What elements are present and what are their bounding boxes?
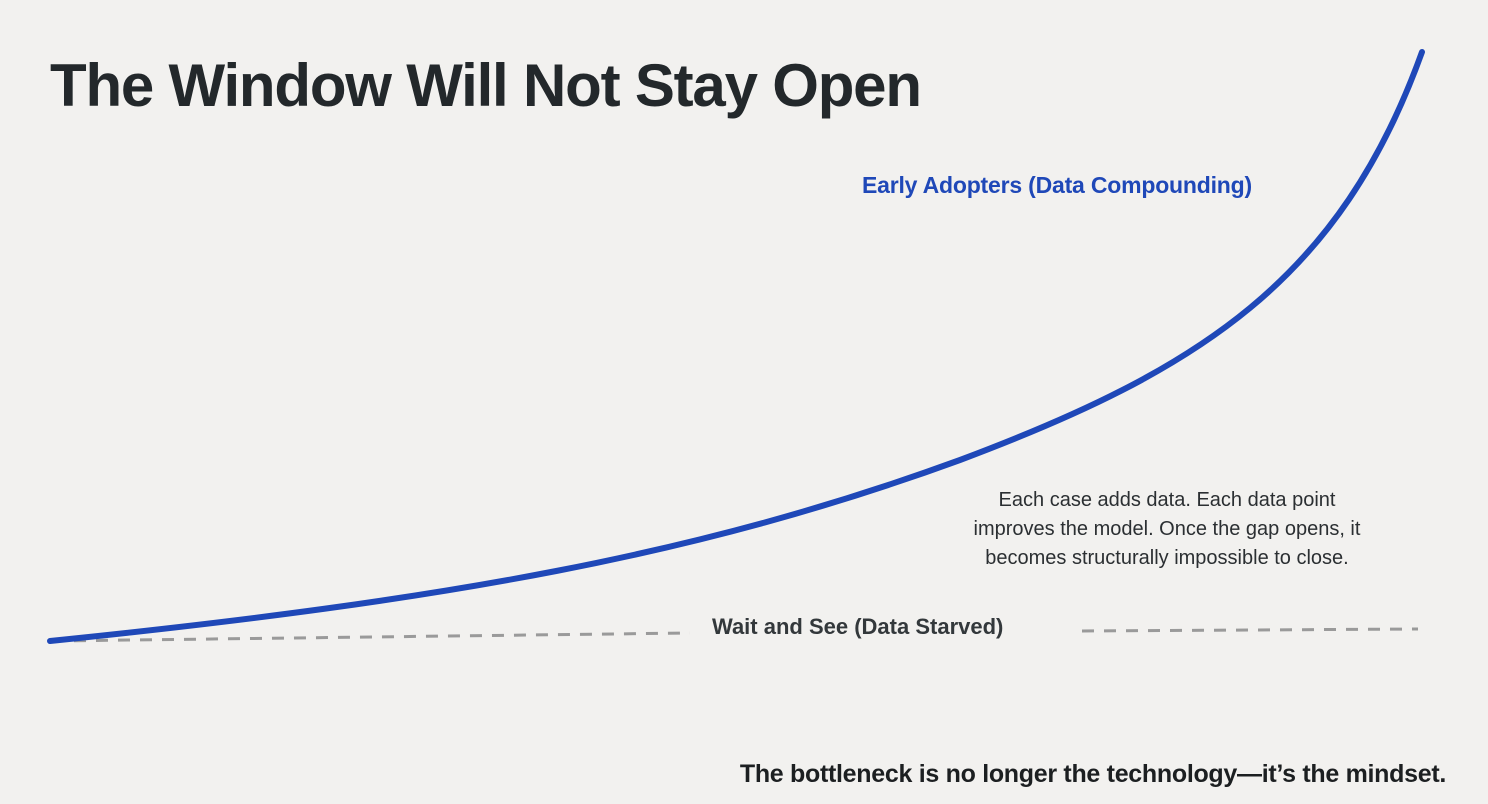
wait-and-see-label: Wait and See (Data Starved) [712,614,1004,639]
early-adopters-curve [47,49,1425,644]
slide-title: The Window Will Not Stay Open [50,52,922,119]
annotation-line: Each case adds data. Each data point [998,489,1336,511]
early-adopters-label: Early Adopters (Data Compounding) [862,172,1252,198]
baseline-dashed-right [1081,627,1419,633]
footer-tagline: The bottleneck is no longer the technolo… [739,760,1446,788]
baseline-dashed-left [51,631,691,643]
annotation-line: becomes structurally impossible to close… [985,547,1349,569]
compounding-annotation: Each case adds data. Each data point imp… [922,486,1412,573]
annotation-line: improves the model. Once the gap opens, … [973,518,1361,540]
